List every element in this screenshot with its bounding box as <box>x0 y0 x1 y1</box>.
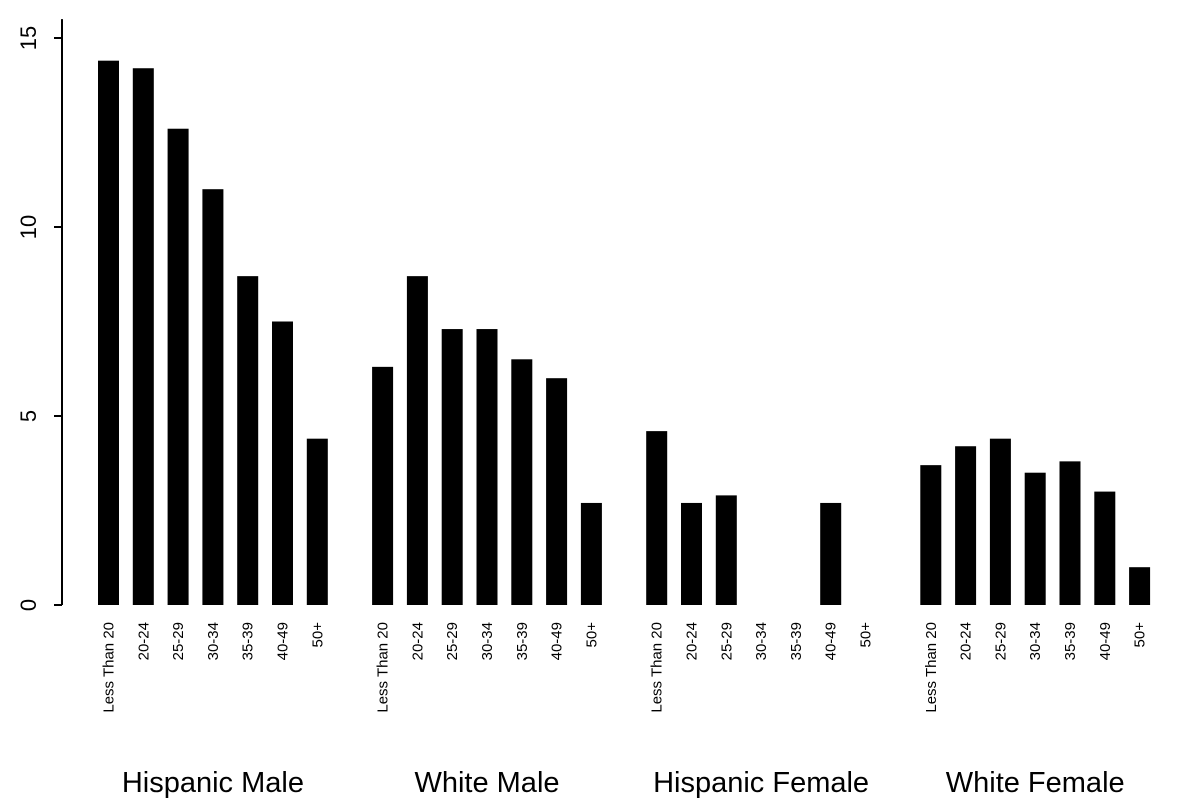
category-label: 20-24 <box>684 622 701 660</box>
bar-white-male-6 <box>580 502 602 605</box>
bar-white-female-3 <box>1024 472 1046 605</box>
category-label: 35-39 <box>1062 622 1079 660</box>
category-label: 25-29 <box>444 622 461 660</box>
category-label: 25-29 <box>170 622 187 660</box>
category-label: 20-24 <box>135 622 152 660</box>
category-label: 40-49 <box>275 622 292 660</box>
bar-hispanic-female-5 <box>820 502 842 605</box>
category-label: 50+ <box>1132 622 1149 648</box>
category-label: 40-49 <box>1097 622 1114 660</box>
category-label: 50+ <box>309 622 326 648</box>
bar-white-female-4 <box>1059 461 1081 605</box>
category-label: Less Than 20 <box>101 622 118 713</box>
category-label: Less Than 20 <box>923 622 940 713</box>
bar-white-male-5 <box>546 378 568 605</box>
category-label: 20-24 <box>409 622 426 660</box>
bar-white-male-1 <box>406 276 428 605</box>
bar-white-female-5 <box>1094 491 1116 605</box>
y-axis: 0 5 10 15 <box>16 19 63 611</box>
bar-hispanic-male-5 <box>272 321 293 605</box>
bar-hispanic-female-2 <box>715 495 737 605</box>
bars <box>98 60 1151 606</box>
bar-white-male-3 <box>476 329 498 605</box>
category-label: 25-29 <box>992 622 1009 660</box>
bar-hispanic-male-4 <box>237 276 259 605</box>
category-labels: Less Than 20 20-24 25-29 30-34 35-39 40-49 50+… <box>101 622 1149 713</box>
group-label-white-female: White Female <box>946 767 1125 799</box>
category-label: 25-29 <box>718 622 735 660</box>
bar-white-male-0 <box>372 366 394 605</box>
bar-white-female-0 <box>920 465 942 605</box>
y-tick-label-15: 15 <box>16 26 41 50</box>
category-label: 30-34 <box>479 622 496 660</box>
category-label: 20-24 <box>958 622 975 660</box>
bar-hispanic-male-6 <box>306 438 328 605</box>
bar-hispanic-male-1 <box>132 68 154 606</box>
category-label: 30-34 <box>1027 622 1044 660</box>
bar-white-female-2 <box>989 438 1011 605</box>
bar-white-female-6 <box>1129 567 1151 605</box>
group-labels: Hispanic Male White Male Hispanic Female Wh… <box>122 767 1125 799</box>
category-label: 30-34 <box>205 622 222 660</box>
category-label: 30-34 <box>753 622 770 660</box>
y-tick-label-10: 10 <box>16 215 41 239</box>
group-label-hispanic-male: Hispanic Male <box>122 767 304 799</box>
category-label: Less Than 20 <box>375 622 392 713</box>
bar-white-female-1 <box>955 446 977 605</box>
bar-white-male-2 <box>441 329 463 605</box>
group-label-hispanic-female: Hispanic Female <box>653 767 869 799</box>
y-tick-label-5: 5 <box>16 410 41 422</box>
category-label: 35-39 <box>514 622 531 660</box>
category-label: 50+ <box>858 622 875 648</box>
y-tick-label-0: 0 <box>16 599 41 611</box>
category-label: 40-49 <box>549 622 566 660</box>
category-label: 40-49 <box>823 622 840 660</box>
bar-hispanic-male-2 <box>167 128 189 605</box>
bar-hispanic-male-3 <box>202 189 224 605</box>
category-label: 35-39 <box>788 622 805 660</box>
bar-hispanic-female-0 <box>646 431 668 605</box>
category-label: 50+ <box>583 622 600 648</box>
category-label: Less Than 20 <box>649 622 666 713</box>
group-label-white-male: White Male <box>414 767 559 799</box>
bar-hispanic-male-0 <box>98 60 119 606</box>
bar-hispanic-female-1 <box>681 502 702 605</box>
bar-white-male-4 <box>511 359 533 605</box>
category-label: 35-39 <box>240 622 257 660</box>
